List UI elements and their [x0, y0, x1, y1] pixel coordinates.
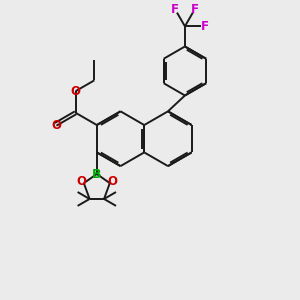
Text: O: O: [76, 176, 86, 188]
Text: F: F: [171, 3, 179, 16]
Text: O: O: [70, 85, 81, 98]
Text: O: O: [51, 119, 62, 132]
Text: B: B: [92, 167, 102, 181]
Text: O: O: [107, 176, 117, 188]
Text: F: F: [200, 20, 208, 33]
Text: F: F: [191, 3, 199, 16]
